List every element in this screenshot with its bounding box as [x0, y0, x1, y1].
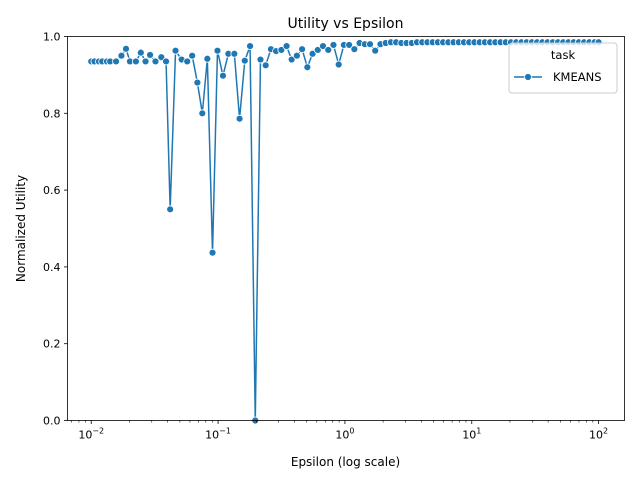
series-line — [91, 41, 599, 422]
y-axis-title: Normalized Utility — [14, 175, 28, 282]
legend-title: task — [551, 48, 576, 62]
data-point — [261, 61, 270, 70]
data-point — [141, 57, 150, 66]
data-point — [219, 71, 227, 80]
y-tick-label: 0.6 — [43, 184, 61, 197]
data-point — [256, 55, 265, 64]
data-point — [208, 248, 217, 257]
y-tick-label: 0.0 — [43, 415, 61, 428]
data-point — [292, 51, 301, 60]
data-point — [324, 46, 333, 54]
chart-title: Utility vs Epsilon — [288, 16, 404, 32]
legend: task KMEANS — [508, 42, 618, 94]
data-point — [350, 45, 359, 54]
data-point — [151, 57, 160, 66]
plot-frame — [67, 36, 625, 421]
data-point — [329, 41, 338, 49]
data-point — [136, 48, 145, 57]
data-point — [198, 109, 207, 118]
data-point — [171, 46, 180, 55]
data-point — [308, 49, 317, 58]
data-point — [213, 46, 222, 55]
data-point — [240, 56, 249, 65]
y-tick-label: 1.0 — [43, 31, 61, 44]
x-tick-label: 100 — [335, 427, 354, 442]
data-point — [122, 44, 130, 53]
data-point — [287, 55, 296, 64]
legend-box — [508, 42, 618, 94]
y-tick-label: 0.2 — [43, 338, 61, 351]
data-point — [282, 42, 291, 50]
x-tick-label: 102 — [589, 427, 608, 442]
data-point — [146, 51, 154, 59]
data-point — [112, 57, 120, 66]
y-tick-label: 0.4 — [43, 261, 61, 274]
legend-marker-swatch — [524, 73, 532, 81]
data-point — [277, 46, 286, 54]
x-tick-label: 10−1 — [205, 427, 231, 442]
data-point — [235, 114, 244, 123]
x-axis-title: Epsilon (log scale) — [291, 455, 400, 469]
data-point — [313, 46, 322, 54]
data-point — [345, 41, 354, 49]
data-point — [230, 49, 239, 58]
data-point — [193, 78, 202, 87]
data-point — [162, 57, 170, 66]
legend-label: KMEANS — [553, 70, 602, 84]
y-tick-label: 0.8 — [43, 107, 61, 120]
data-point — [203, 54, 212, 63]
data-point — [166, 205, 175, 214]
data-point — [188, 51, 197, 60]
data-point — [117, 51, 126, 60]
data-point — [131, 57, 140, 66]
x-tick-label: 10−2 — [78, 427, 104, 442]
data-point — [246, 42, 254, 50]
data-point — [303, 63, 312, 72]
data-point — [371, 46, 380, 55]
data-point — [366, 40, 374, 49]
y-axis: 0.0 0.2 0.4 0.6 0.8 1.0 — [43, 31, 68, 428]
x-tick-label: 101 — [462, 427, 481, 442]
data-point — [319, 42, 327, 50]
data-point — [183, 57, 192, 66]
data-point — [298, 45, 307, 54]
data-point — [334, 60, 343, 69]
x-axis: 10−2 10−1 100 101 102 — [71, 420, 608, 442]
plot-area — [87, 38, 603, 425]
